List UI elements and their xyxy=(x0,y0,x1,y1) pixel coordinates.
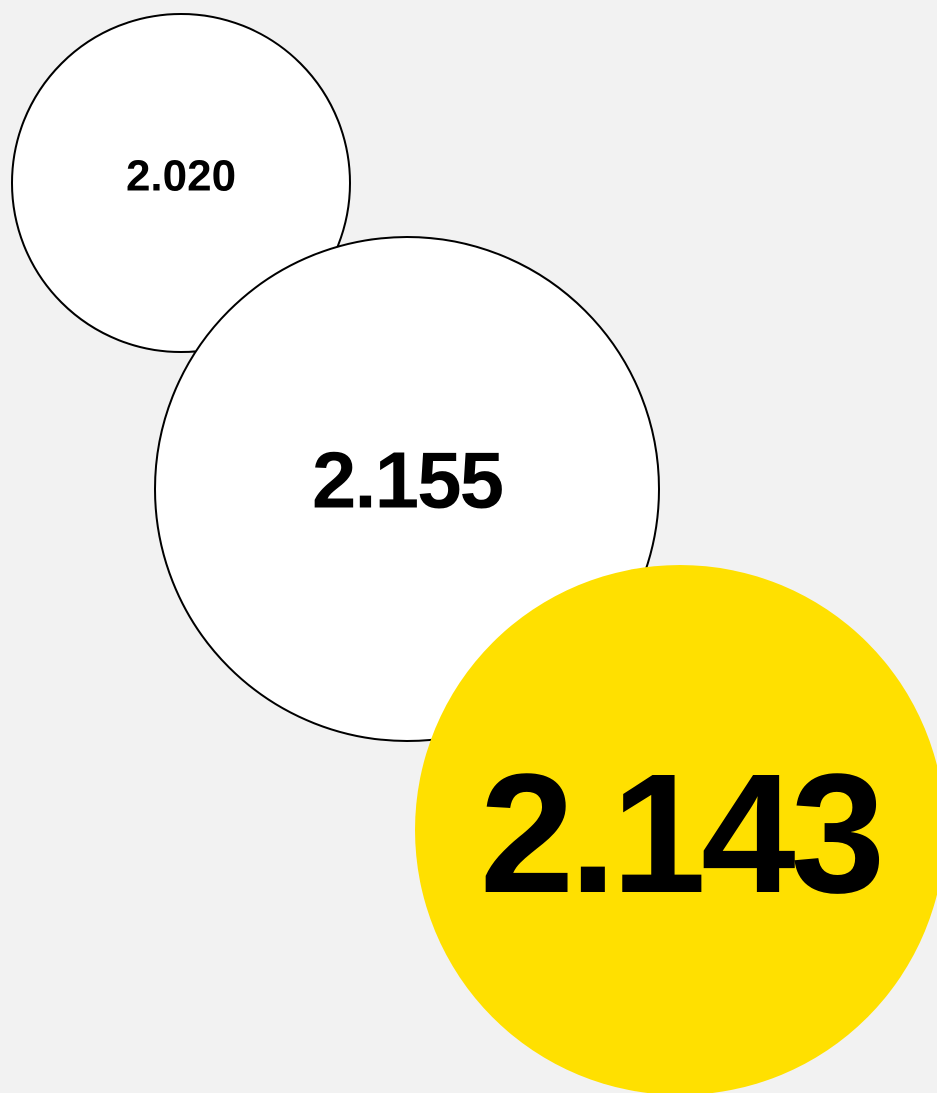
bubble-label: 2.143 xyxy=(480,739,880,929)
bubble-circle xyxy=(415,565,937,1093)
bubble: 2.020 xyxy=(11,13,351,353)
bubble-label: 2.155 xyxy=(312,436,503,525)
bubble-label: 2.020 xyxy=(126,152,236,201)
bubble-circle xyxy=(11,13,351,353)
bubble: 2.143 xyxy=(415,565,937,1093)
